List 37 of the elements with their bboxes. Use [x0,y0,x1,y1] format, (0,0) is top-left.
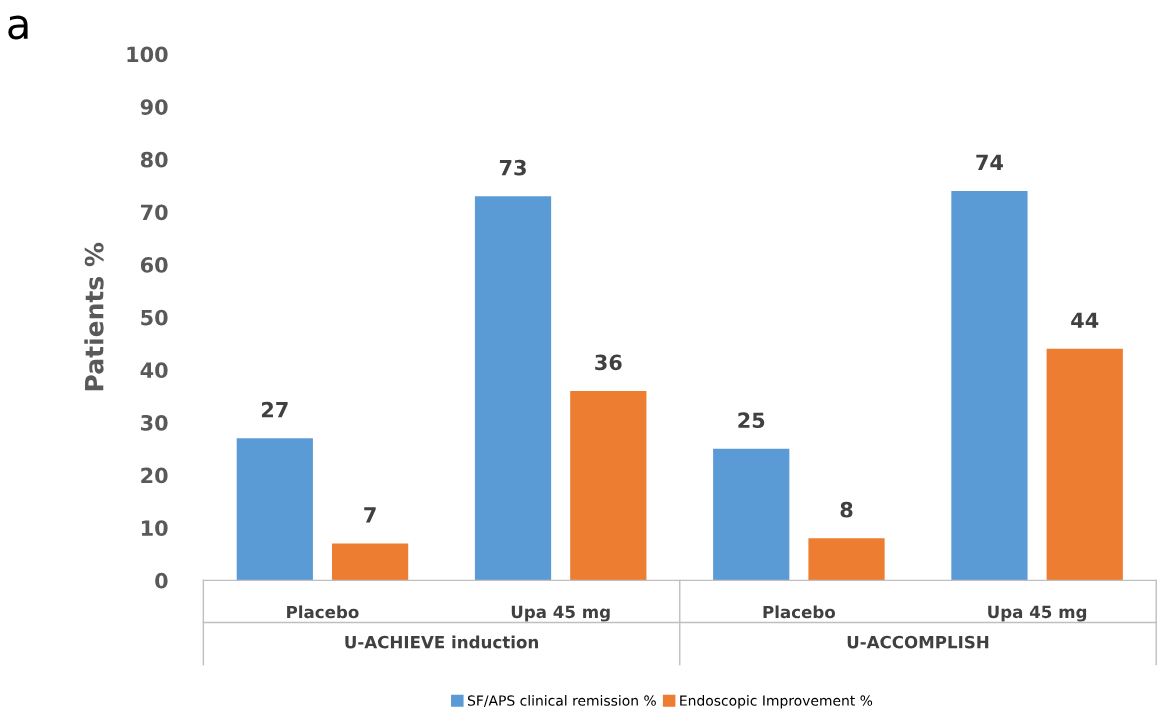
legend-label: Endoscopic Improvement % [680,695,873,709]
bar [1046,348,1123,581]
text: U-ACCOMPLISH [847,635,989,649]
bar [808,538,885,581]
data-label: 25 [738,412,765,429]
text: a [8,15,28,40]
x-tick-label: Placebo [287,605,359,619]
y-tick-label: 20 [141,467,168,484]
y-axis-title: Patients % [84,242,104,391]
legend-label: SF/APS clinical remission % [467,695,656,707]
y-tick-label: 10 [141,520,168,536]
data-label: 8 [840,501,853,518]
bar [236,438,313,581]
bar [331,543,409,581]
y-tick-label: 0 [155,572,168,589]
y-tick-label: 70 [141,204,168,221]
y-tick-label: 60 [140,257,168,273]
bar [570,390,647,581]
y-tick-label: 50 [141,309,168,326]
data-label: 27 [261,401,288,418]
data-label: 36 [595,354,622,371]
y-tick-label: 80 [140,151,168,168]
x-tick-label: Upa 45 mg [988,605,1087,622]
data-label: 7 [364,507,376,523]
y-tick-label: 40 [140,362,168,379]
y-tick-label: 100 [127,46,168,63]
x-tick-label: Upa 45 mg [511,605,610,622]
y-tick-label: 30 [141,414,168,431]
bar [713,448,790,581]
text: U-ACHIEVE induction [345,635,538,649]
x-tick-label: Placebo [763,605,836,619]
data-label: 74 [976,154,1003,170]
data-label: 44 [1071,312,1099,328]
bar [951,190,1028,581]
bar [474,196,552,581]
data-label: 73 [499,159,526,176]
y-tick-label: 90 [140,99,168,115]
